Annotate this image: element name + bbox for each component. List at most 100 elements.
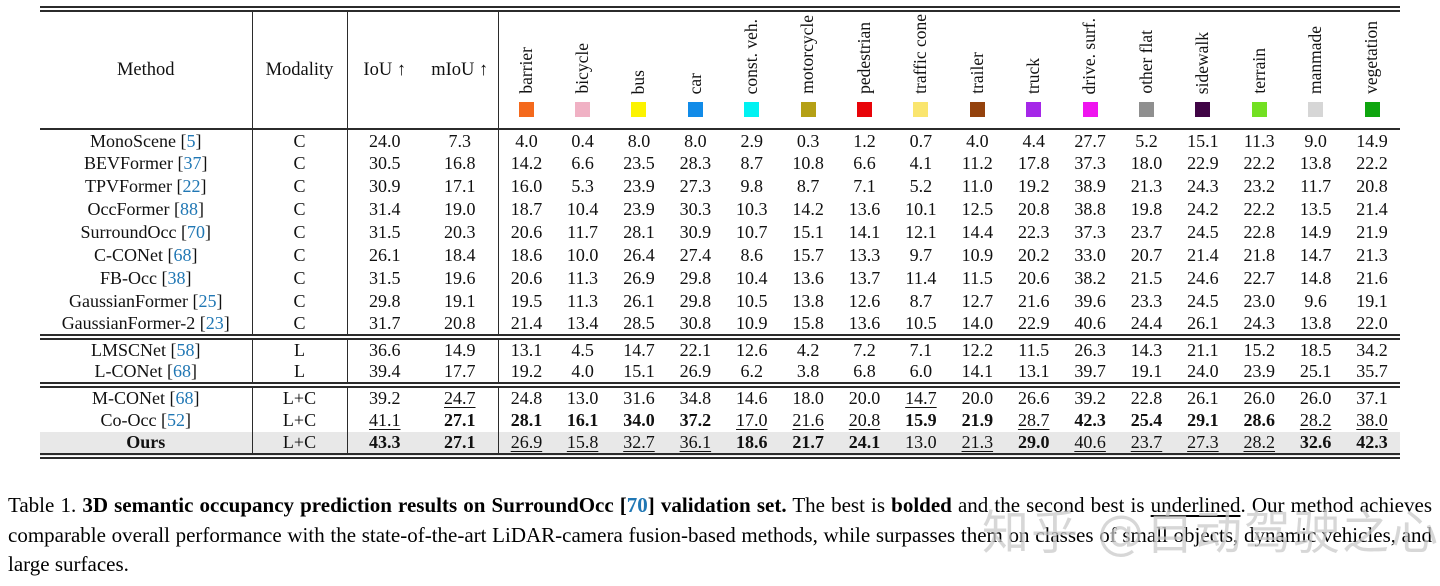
- col-header-other-flat: other flat: [1118, 6, 1175, 130]
- class-label: car: [684, 72, 705, 94]
- value-cell-car: 29.8: [679, 268, 712, 288]
- value-cell-motorcycle: 21.6: [792, 410, 824, 430]
- value-cell-terrain: 15.2: [1231, 334, 1288, 361]
- value-cell-const-veh: 8.6: [740, 245, 764, 265]
- value-cell-other-flat: 5.2: [1135, 130, 1158, 151]
- value-cell-sidewalk: 24.6: [1187, 268, 1219, 288]
- col-header-vegetation: vegetation: [1343, 6, 1401, 130]
- col-header-trailer: trailer: [949, 6, 1006, 130]
- citation-link[interactable]: 68: [172, 361, 191, 381]
- value-cell-bus: 23.5: [623, 153, 655, 173]
- class-label: barrier: [515, 47, 536, 94]
- value-cell-trailer: 12.5: [961, 199, 994, 219]
- value-cell-const-veh: 2.9: [740, 130, 764, 151]
- table-row-co-occ: Co-Occ [52] L+C 41.1 27.1 28.1 16.1 34.0 37.2 17…: [40, 409, 1400, 432]
- value-cell-terrain: 23.0: [1243, 291, 1276, 311]
- citation-link[interactable]: 37: [183, 153, 202, 173]
- value-cell-vegetation: 35.7: [1356, 361, 1388, 381]
- miou-cell: 17.1: [422, 175, 499, 198]
- value-cell-other-flat: 22.8: [1118, 382, 1175, 409]
- citation-link[interactable]: 58: [176, 340, 195, 360]
- value-cell-const-veh: 6.2: [740, 361, 764, 381]
- caption-text: bolded: [891, 493, 952, 517]
- citation-link[interactable]: 5: [186, 130, 196, 151]
- value-cell-motorcycle: 4.2: [779, 334, 837, 361]
- table-row-lmscnet: LMSCNet [58] L 36.6 14.9 13.1 4.5 14.7 22.1 12.6…: [40, 334, 1401, 361]
- value-cell-const-veh: 10.4: [736, 268, 768, 288]
- class-label: bus: [628, 69, 649, 94]
- iou-cell: 30.9: [369, 176, 401, 196]
- value-cell-trailer: 12.2: [949, 334, 1006, 361]
- class-color-swatch: [1308, 102, 1324, 117]
- value-cell-terrain: 28.2: [1231, 432, 1288, 459]
- citation-link[interactable]: 38: [167, 268, 186, 288]
- value-cell-traffic-cone: 9.7: [909, 245, 933, 265]
- citation-link[interactable]: 70: [186, 222, 205, 242]
- citation-link[interactable]: 23: [205, 313, 224, 333]
- value-cell-pedestrian: 7.2: [836, 334, 893, 361]
- value-cell-truck: 22.3: [1017, 222, 1050, 242]
- method-cell: M-CONet [68]: [40, 382, 253, 409]
- value-cell-trailer: 14.1: [961, 361, 994, 381]
- citation-link[interactable]: 68: [175, 388, 194, 408]
- table-row-gaussianformer-2: GaussianFormer-2 [23] C 31.7 20.8 21.4 13.4 28…: [40, 313, 1400, 337]
- value-cell-traffic-cone: 0.7: [909, 130, 933, 151]
- value-cell-bus: 14.7: [610, 334, 668, 361]
- class-label: truck: [1022, 58, 1043, 94]
- col-header-sidewalk: sidewalk: [1174, 6, 1232, 130]
- value-cell-pedestrian: 13.6: [848, 199, 881, 219]
- value-cell-vegetation: 21.9: [1356, 222, 1388, 242]
- value-cell-drive-surf: 42.3: [1074, 410, 1106, 430]
- value-cell-trailer: 20.0: [949, 382, 1006, 409]
- value-cell-other-flat: 14.3: [1118, 334, 1175, 361]
- value-cell-drive-surf: 39.6: [1074, 291, 1106, 311]
- value-cell-bicycle: 4.5: [554, 334, 611, 361]
- value-cell-drive-surf: 38.9: [1074, 176, 1106, 196]
- class-label: pedestrian: [853, 22, 874, 94]
- value-cell-manmade: 32.6: [1287, 432, 1344, 459]
- citation-link[interactable]: 88: [179, 199, 198, 219]
- class-color-swatch: [518, 102, 534, 117]
- miou-cell: 27.1: [422, 409, 499, 432]
- value-cell-motorcycle: 3.8: [796, 361, 820, 381]
- citation-link[interactable]: 70: [626, 493, 648, 517]
- value-cell-terrain: 23.9: [1243, 361, 1276, 381]
- value-cell-bus: 23.9: [623, 199, 655, 219]
- table-row-bevformer: BEVFormer [37] C 30.5 16.8 14.2 6.6 23.5 28.3 8.…: [40, 152, 1400, 175]
- value-cell-const-veh: 9.8: [740, 176, 764, 196]
- value-cell-vegetation: 21.4: [1356, 199, 1388, 219]
- table-row-tpvformer: TPVFormer [22] C 30.9 17.1 16.0 5.3 23.9 27.3 9.…: [40, 175, 1400, 198]
- value-cell-trailer: 11.0: [961, 176, 993, 196]
- value-cell-const-veh: 18.6: [723, 432, 780, 459]
- value-cell-truck: 17.8: [1017, 153, 1050, 173]
- value-cell-barrier: 20.6: [510, 268, 543, 288]
- value-cell-manmade: 14.7: [1299, 245, 1332, 265]
- method-cell: LMSCNet [58]: [40, 334, 253, 361]
- citation-link[interactable]: 52: [166, 410, 185, 430]
- value-cell-pedestrian: 14.1: [848, 222, 881, 242]
- value-cell-other-flat: 23.7: [1118, 432, 1175, 459]
- value-cell-bicycle: 5.3: [571, 176, 594, 196]
- col-header-truck: truck: [1005, 6, 1062, 130]
- citation-link[interactable]: 68: [173, 245, 192, 265]
- value-cell-pedestrian: 13.3: [848, 245, 881, 265]
- citation-link[interactable]: 25: [198, 291, 217, 311]
- method-cell: SurroundOcc [70]: [40, 221, 253, 244]
- method-cell: TPVFormer [22]: [40, 175, 253, 198]
- modality-cell: C: [252, 152, 348, 175]
- value-cell-barrier: 21.4: [510, 313, 543, 333]
- value-cell-manmade: 13.8: [1299, 153, 1332, 173]
- value-cell-pedestrian: 13.7: [848, 268, 881, 288]
- modality-cell: C: [252, 221, 348, 244]
- value-cell-drive-surf: 26.3: [1061, 334, 1119, 361]
- value-cell-car: 27.3: [679, 176, 712, 196]
- col-header-modality: Modality: [252, 6, 348, 130]
- value-cell-pedestrian: 24.1: [836, 432, 893, 459]
- value-cell-const-veh: 17.0: [736, 410, 768, 430]
- value-cell-bicycle: 4.0: [571, 361, 594, 381]
- value-cell-truck: 29.0: [1005, 432, 1062, 459]
- citation-link[interactable]: 22: [182, 176, 201, 196]
- value-cell-car: 34.8: [667, 382, 724, 409]
- class-label: vegetation: [1361, 21, 1382, 94]
- value-cell-bus: 26.4: [623, 245, 655, 265]
